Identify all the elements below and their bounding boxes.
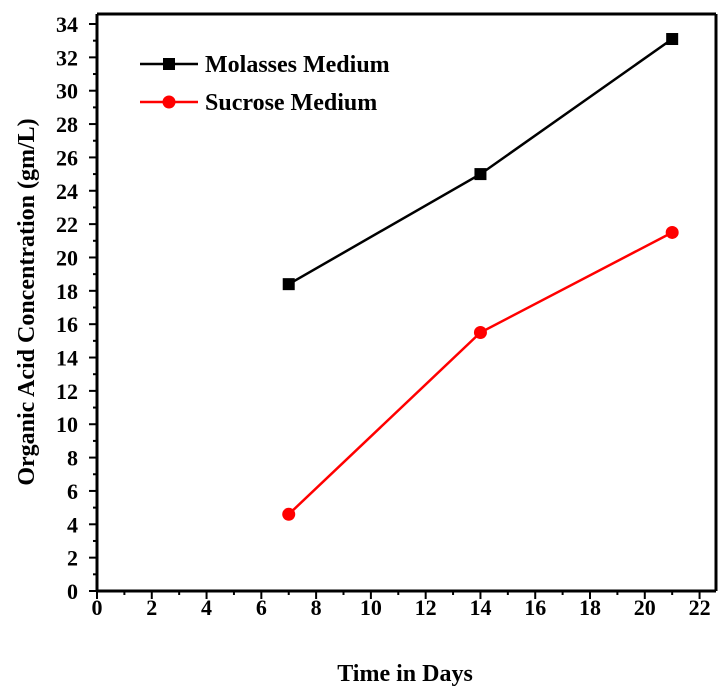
ticks-layer: 0 2 4 6 8 10 12 14 16 18 20 22024681012141618202224… [56,12,711,620]
x-tick-label: 22 [689,595,711,620]
x-tick-label: 8 [311,595,322,620]
y-tick-label: 28 [56,112,78,137]
x-tick-label: 4 [201,595,212,620]
y-tick-label: 16 [56,312,78,337]
y-tick-label: 0 [67,579,78,604]
y-tick-label: 24 [56,179,78,204]
data-point-circle [665,225,679,239]
data-point-square [474,168,487,181]
data-point-square [282,278,295,291]
y-tick-label: 30 [56,79,78,104]
y-tick-label: 6 [67,479,78,504]
y-tick-label: 2 [67,546,78,571]
data-point-square [666,33,679,46]
x-axis-title: Time in Days [337,661,473,687]
y-tick-label: 4 [67,512,78,537]
y-tick-label: 32 [56,45,78,70]
legend-marker-square [163,58,175,70]
series-layer [282,33,679,521]
y-tick-label: 14 [56,346,78,371]
x-tick-label: 2 [146,595,157,620]
legend: Molasses Medium Sucrose Medium [140,52,390,116]
x-tick-label: 6 [256,595,267,620]
series-line [287,231,673,516]
y-tick-label: 22 [56,212,78,237]
x-tick-label: 10 [360,595,382,620]
y-tick-label: 26 [56,145,78,170]
legend-label: Sucrose Medium [205,90,377,116]
y-tick-label: 8 [67,446,78,471]
legend-label: Molasses Medium [205,52,390,78]
data-point-circle [282,507,296,521]
legend-marker-circle [162,95,176,109]
y-tick-label: 12 [56,379,78,404]
x-tick-label: 16 [524,595,546,620]
x-tick-label: 20 [634,595,656,620]
y-tick-label: 18 [56,279,78,304]
y-tick-label: 10 [56,412,78,437]
y-tick-label: 34 [56,12,78,37]
x-tick-label: 18 [579,595,601,620]
axes-layer [95,12,718,593]
x-tick-label: 12 [415,595,437,620]
data-point-circle [473,326,487,340]
y-axis-title: Organic Acid Concentration (gm/L) [14,118,40,485]
x-tick-label: 0 [92,595,103,620]
y-tick-label: 20 [56,245,78,270]
x-tick-label: 14 [469,595,491,620]
